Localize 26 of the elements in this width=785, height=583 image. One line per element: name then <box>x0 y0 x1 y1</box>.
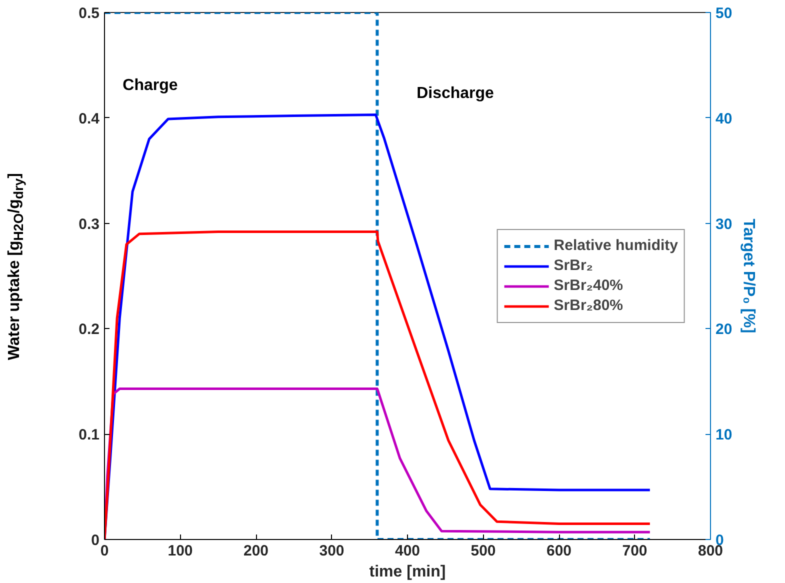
annotation: Discharge <box>416 85 494 102</box>
y-tick-label: 0.5 <box>78 5 100 22</box>
x-tick-label: 100 <box>168 542 193 560</box>
y2-tick-label: 10 <box>716 426 732 444</box>
x-tick-label: 600 <box>546 542 572 560</box>
y-tick-label: 0.3 <box>78 216 100 233</box>
y2-tick-label: 20 <box>716 321 732 338</box>
x-tick-label: 300 <box>319 542 344 560</box>
legend-label: SrBr₂80% <box>554 297 623 314</box>
legend-label: SrBr₂ <box>554 257 593 274</box>
y2-tick-label: 40 <box>716 110 732 128</box>
x-tick-label: 400 <box>394 542 420 560</box>
x-axis-title: time [min] <box>369 564 446 580</box>
x-tick-label: 700 <box>622 542 648 560</box>
y-tick-label: 0.1 <box>78 426 100 444</box>
annotation: Charge <box>122 77 178 94</box>
legend-label: SrBr₂40% <box>554 277 623 294</box>
y2-tick-label: 30 <box>716 216 732 233</box>
legend-label: Relative humidity <box>554 237 678 254</box>
x-tick-label: 200 <box>243 542 269 560</box>
y-tick-label: 0.2 <box>78 321 100 338</box>
x-tick-label: 500 <box>470 542 496 560</box>
y2-tick-label: 50 <box>716 5 732 22</box>
y-tick-label: 0.4 <box>78 110 100 128</box>
y-tick-label: 0 <box>91 532 100 549</box>
y2-axis-title: Target P/P₀ [%] <box>740 218 758 334</box>
